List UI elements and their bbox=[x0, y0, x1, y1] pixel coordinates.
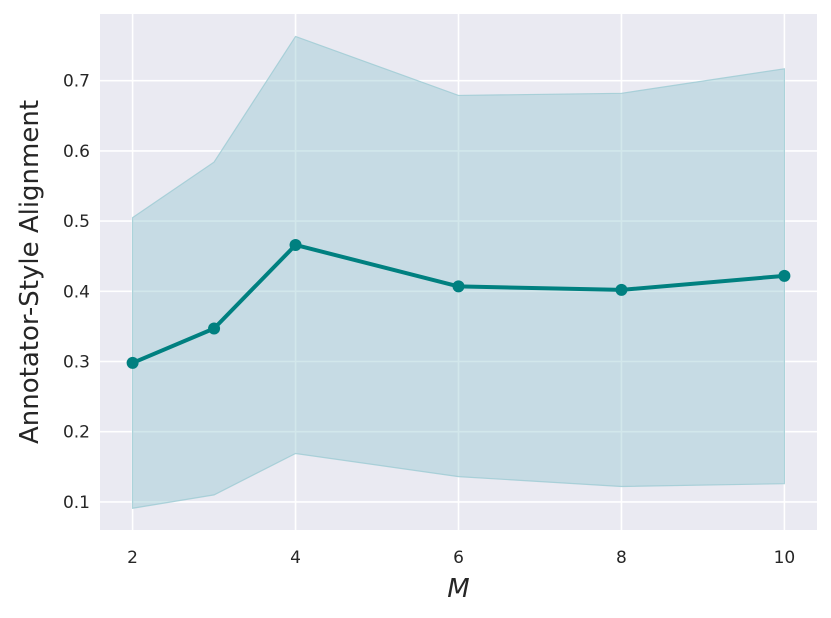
x-tick-label: 6 bbox=[453, 548, 464, 568]
data-point bbox=[289, 238, 302, 251]
y-axis-title: Annotator-Style Alignment bbox=[15, 100, 45, 444]
x-tick-label: 2 bbox=[127, 548, 138, 568]
y-tick-label: 0.6 bbox=[63, 142, 90, 162]
confidence-band bbox=[131, 35, 786, 509]
y-tick-labels: 0.1 0.2 0.3 0.4 0.5 0.6 0.7 bbox=[63, 72, 90, 513]
x-tick-label: 4 bbox=[290, 548, 301, 568]
y-tick-label: 0.5 bbox=[63, 212, 90, 232]
x-axis-title: M bbox=[447, 574, 469, 604]
data-point bbox=[208, 322, 221, 335]
y-tick-label: 0.7 bbox=[63, 72, 90, 92]
y-tick-label: 0.3 bbox=[63, 353, 90, 373]
series-line bbox=[131, 242, 785, 365]
y-tick-label: 0.4 bbox=[63, 282, 90, 302]
data-point bbox=[452, 280, 465, 293]
x-tick-label: 10 bbox=[774, 548, 796, 568]
y-tick-label: 0.2 bbox=[63, 423, 90, 443]
data-point bbox=[778, 269, 791, 282]
x-tick-label: 8 bbox=[616, 548, 627, 568]
y-tick-label: 0.1 bbox=[63, 493, 90, 513]
data-point bbox=[615, 283, 628, 296]
data-point bbox=[126, 356, 139, 369]
x-tick-labels: 2 4 6 8 10 bbox=[127, 548, 795, 568]
data-points bbox=[126, 238, 791, 369]
gridlines bbox=[100, 14, 817, 530]
